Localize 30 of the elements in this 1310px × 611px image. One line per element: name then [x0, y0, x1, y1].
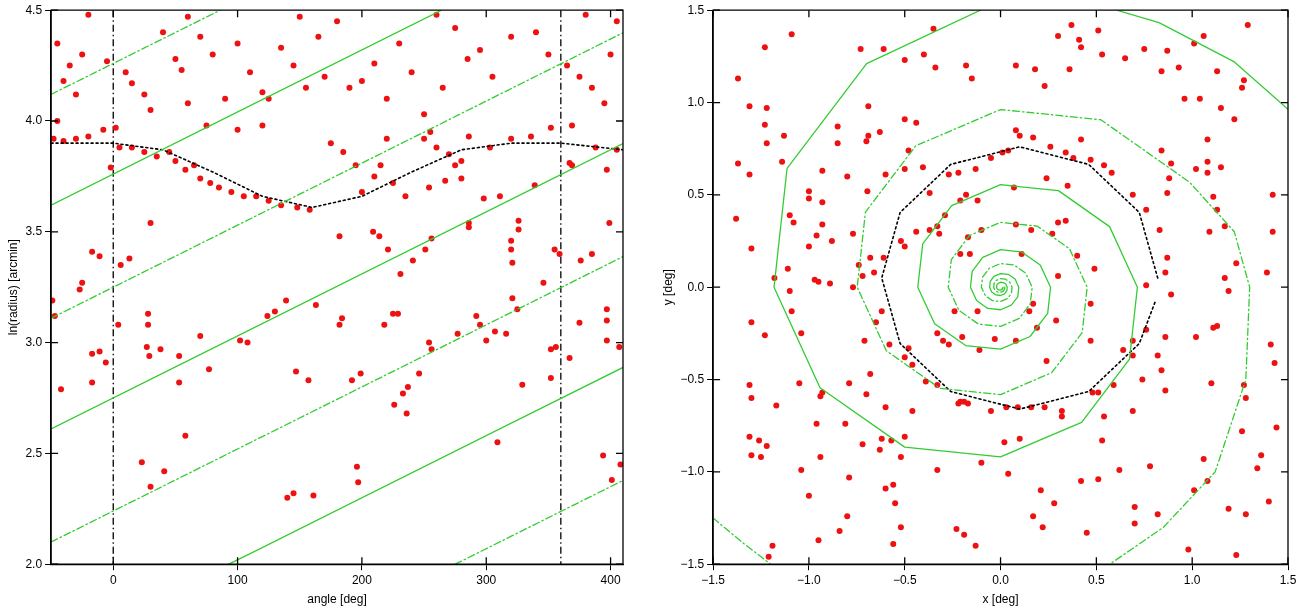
x-axis-title: angle [deg]: [307, 592, 367, 607]
x-tick-label: 0.5: [1088, 572, 1106, 587]
y-tick-label: −1.5: [680, 556, 705, 571]
y-axis-title: y [deg]: [660, 269, 675, 306]
x-tick-label: 1.5: [1279, 572, 1297, 587]
y-tick-label: 2.0: [25, 556, 43, 571]
x-tick-label: 200: [351, 572, 373, 587]
y-tick-label: 4.5: [25, 2, 43, 17]
x-tick-label: 1.0: [1183, 572, 1201, 587]
y-tick-label: −1.0: [680, 464, 705, 479]
x-tick-label: 100: [227, 572, 248, 587]
x-tick-label: 0.0: [992, 572, 1010, 587]
x-tick-label: 300: [476, 572, 497, 587]
x-tick-label: −0.5: [892, 572, 917, 587]
y-tick-label: 2.5: [25, 445, 43, 460]
x-axis-title: x [deg]: [982, 592, 1019, 607]
y-tick-label: −0.5: [680, 371, 705, 386]
line-series: [880, 146, 1159, 410]
y-tick-label: 1.0: [687, 94, 705, 109]
x-tick-label: 400: [600, 572, 621, 587]
y-tick-label: 1.5: [687, 2, 705, 17]
y-tick-label: 0.0: [687, 279, 705, 294]
x-tick-label: 0: [109, 572, 117, 587]
y-tick-label: 4.0: [25, 113, 43, 128]
y-tick-label: 3.5: [25, 224, 43, 239]
y-tick-label: 0.5: [687, 187, 705, 202]
x-tick-label: −1.0: [797, 572, 822, 587]
x-tick-label: −1.5: [701, 572, 726, 587]
y-axis-title: ln(radius) [arcmin]: [5, 239, 20, 336]
y-tick-label: 3.0: [25, 334, 43, 349]
